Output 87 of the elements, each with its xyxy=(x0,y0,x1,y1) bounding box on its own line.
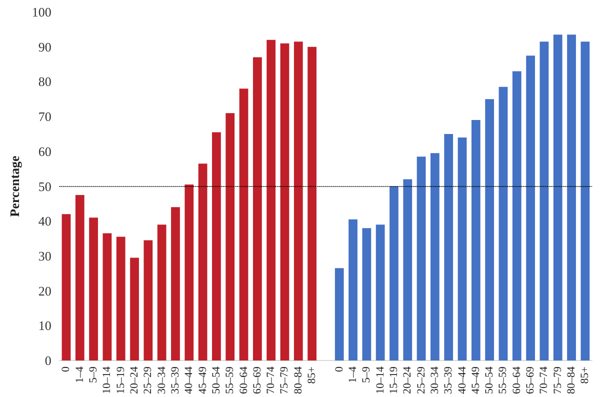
x-tick-label: 75–79 xyxy=(278,366,291,394)
bar xyxy=(184,184,194,360)
bar xyxy=(198,164,208,360)
x-tick-label: 70–74 xyxy=(538,366,550,394)
bar xyxy=(226,113,235,360)
y-tick-label: 20 xyxy=(38,283,52,298)
x-tick-label: 20–24 xyxy=(402,366,414,394)
x-tick-label: 50–54 xyxy=(484,366,496,394)
y-tick-label: 60 xyxy=(38,144,52,159)
x-tick-label: 25–29 xyxy=(142,366,154,394)
bar xyxy=(62,214,71,360)
bar xyxy=(553,34,562,360)
bar xyxy=(416,156,426,360)
bar xyxy=(239,88,248,360)
bar xyxy=(403,179,412,360)
y-tick-label: 80 xyxy=(38,74,52,90)
y-tick-label: 50 xyxy=(38,178,52,194)
x-tick-label: 40–44 xyxy=(456,366,468,394)
x-tick-label: 65–69 xyxy=(251,366,264,394)
bar xyxy=(376,224,385,360)
x-tick-label: 20–24 xyxy=(128,366,141,394)
x-tick-label: 45–49 xyxy=(470,366,482,394)
x-tick-label: 85+ xyxy=(306,366,318,384)
bar xyxy=(512,71,522,360)
x-tick-label: 1–4 xyxy=(347,366,360,383)
x-tick-label: 30–34 xyxy=(156,366,168,394)
x-tick-label: 10–14 xyxy=(374,366,386,394)
bar xyxy=(444,134,454,360)
x-tick-label: 25–29 xyxy=(415,366,428,394)
x-tick-label: 1–4 xyxy=(74,366,86,383)
y-axis-title: Percentage xyxy=(7,155,22,217)
x-tick-label: 15–19 xyxy=(388,366,400,394)
x-tick-label: 75–79 xyxy=(552,366,564,394)
y-tick-label: 10 xyxy=(38,318,52,334)
x-tick-label: 60–64 xyxy=(510,366,523,394)
bar xyxy=(102,233,112,360)
bar xyxy=(458,137,467,360)
y-tick-label: 90 xyxy=(38,39,52,54)
bar xyxy=(540,42,549,360)
bar xyxy=(280,43,290,360)
bar xyxy=(430,153,440,360)
y-tick-label: 70 xyxy=(38,109,52,124)
bar xyxy=(526,56,535,360)
x-tick-label: 65–69 xyxy=(524,366,537,394)
bar xyxy=(390,186,398,360)
x-tick-label: 0 xyxy=(333,366,346,372)
x-tick-label: 40–44 xyxy=(183,366,196,394)
bar xyxy=(498,86,508,360)
x-tick-label: 80–84 xyxy=(566,366,578,394)
x-tick-label: 45–49 xyxy=(196,366,209,394)
bar xyxy=(580,42,590,360)
x-tick-label: 60–64 xyxy=(238,366,250,394)
x-tick-label: 35–39 xyxy=(169,366,182,394)
x-tick-label: 35–39 xyxy=(442,366,455,394)
bar xyxy=(89,218,98,360)
bar xyxy=(471,120,480,360)
x-tick-label: 30–34 xyxy=(428,366,441,394)
x-tick-label: 85+ xyxy=(579,366,592,384)
bar xyxy=(334,268,344,360)
bar xyxy=(308,46,316,360)
bar xyxy=(294,42,303,360)
bar xyxy=(144,240,153,360)
bar xyxy=(362,228,372,360)
x-tick-label: 55–59 xyxy=(224,366,236,394)
x-tick-label: 70–74 xyxy=(265,366,278,394)
bar xyxy=(348,219,358,360)
x-tick-label: 0 xyxy=(60,366,72,372)
x-tick-label: 10–14 xyxy=(101,366,114,394)
bar xyxy=(130,258,139,360)
x-tick-label: 15–19 xyxy=(114,366,127,394)
y-tick-label: 30 xyxy=(38,248,52,264)
bar xyxy=(252,57,262,360)
bar xyxy=(171,207,180,360)
x-tick-label: 5–9 xyxy=(88,366,100,383)
bar xyxy=(157,224,166,360)
x-tick-label: 55–59 xyxy=(497,366,510,394)
bar xyxy=(567,34,576,360)
bar xyxy=(485,99,494,360)
bar xyxy=(75,194,84,360)
x-tick-label: 5–9 xyxy=(360,366,373,383)
y-tick-label: 40 xyxy=(38,214,52,229)
bar xyxy=(212,132,221,360)
bar xyxy=(266,40,276,360)
y-tick-label: 100 xyxy=(32,4,52,20)
bar xyxy=(116,236,126,360)
x-tick-label: 50–54 xyxy=(210,366,222,394)
x-tick-label: 80–84 xyxy=(292,366,304,394)
